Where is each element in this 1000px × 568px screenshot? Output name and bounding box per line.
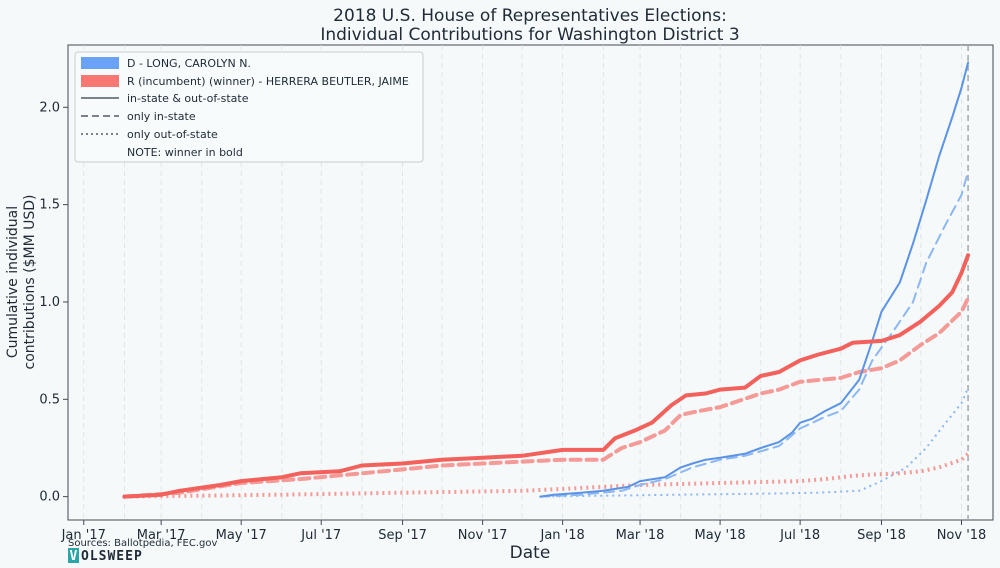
chart-subtitle: Individual Contributions for Washington … — [320, 25, 739, 45]
series-line-long-dotted — [540, 387, 970, 498]
legend-box — [74, 51, 424, 163]
x-tick-label: Mar '18 — [616, 528, 665, 543]
x-tick-label: May '18 — [695, 528, 746, 543]
x-tick-label: Jul '17 — [300, 528, 341, 543]
x-tick-label: Jul '18 — [779, 528, 820, 543]
x-tick-label: Sep '17 — [378, 528, 427, 543]
brand-logo: V OLSWEEP — [68, 548, 143, 564]
x-tick-label: Sep '18 — [857, 528, 906, 543]
x-tick-label: Nov '18 — [937, 528, 987, 543]
x-axis-ticks: Jan '17 Mar '17 May '17 Jul '17 Sep '17 Nov '… — [61, 520, 987, 543]
x-tick-label: Mar '17 — [137, 528, 186, 543]
legend-patch-democrat — [81, 57, 119, 69]
legend-label-solid: in-state & out-of-state — [127, 92, 249, 105]
y-tick-label: 2.0 — [39, 100, 60, 115]
y-tick-label: 1.0 — [39, 295, 60, 310]
brand-logo-text: OLSWEEP — [81, 549, 143, 564]
sources-text: Sources: Ballotpedia, FEC.gov — [68, 538, 217, 549]
x-tick-label: Nov '17 — [458, 528, 508, 543]
chart-title: 2018 U.S. House of Representatives Elect… — [333, 6, 727, 26]
legend-patch-republican — [81, 75, 119, 87]
grid — [83, 45, 969, 520]
x-tick-label: Jan '17 — [61, 528, 106, 543]
series-line-herrera-beutler-solid — [122, 253, 971, 499]
y-axis-label-line2: contributions ($MM USD) — [22, 195, 38, 370]
series-line-long-solid — [539, 61, 970, 498]
series-line-herrera-beutler-dotted — [124, 452, 970, 499]
y-tick-label: 1.5 — [39, 198, 60, 213]
series-line-herrera-beutler-dashed — [122, 296, 971, 499]
legend-label-republican: R (incumbent) (winner) - HERRERA BEUTLER… — [127, 75, 409, 88]
legend-note: NOTE: winner in bold — [127, 146, 243, 159]
brand-logo-initial: V — [70, 549, 78, 564]
brand-logo-box — [68, 548, 79, 563]
x-axis-label: Date — [510, 543, 551, 563]
x-tick-label: Jan '18 — [539, 528, 584, 543]
y-tick-label: 0.0 — [39, 490, 60, 505]
y-axis-ticks: 0.0 0.5 1.0 1.5 2.0 — [39, 100, 68, 505]
series-line-long-dashed — [539, 170, 970, 498]
legend-label-dashed: only in-state — [127, 110, 196, 123]
x-tick-label: May '17 — [216, 528, 267, 543]
series-group — [122, 61, 971, 499]
legend-label-dotted: only out-of-state — [127, 128, 218, 141]
y-axis-label-line1: Cumulative individual — [5, 206, 21, 358]
y-tick-label: 0.5 — [39, 392, 60, 407]
legend: D - LONG, CAROLYN N. R (incumbent) (winn… — [74, 51, 424, 163]
legend-label-democrat: D - LONG, CAROLYN N. — [127, 57, 251, 70]
